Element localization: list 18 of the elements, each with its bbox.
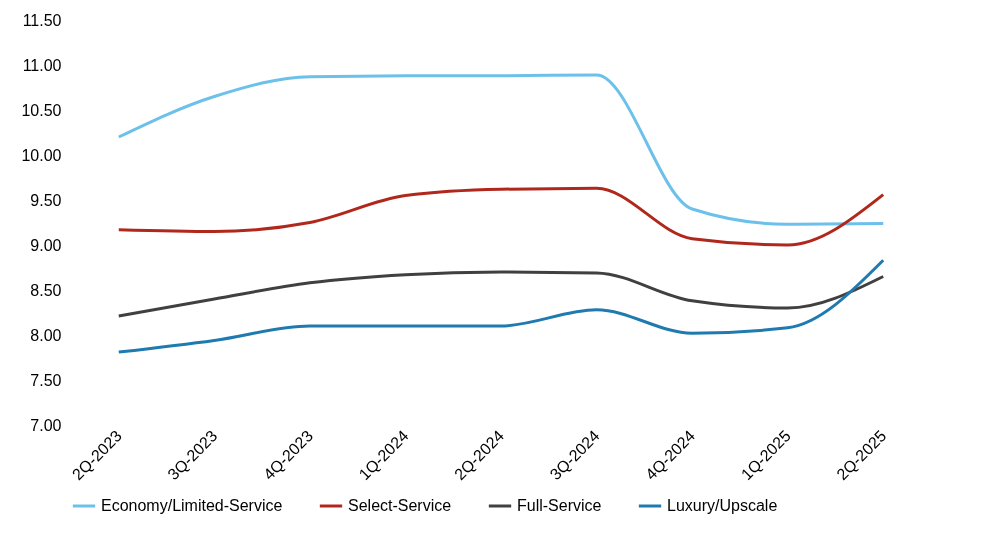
y-tick-label: 8.50 xyxy=(30,281,62,299)
line-series xyxy=(117,73,885,226)
line-series xyxy=(117,186,885,247)
legend-label: Economy/Limited-Service xyxy=(101,497,283,514)
legend-label: Full-Service xyxy=(517,497,602,514)
y-tick-label: 11.50 xyxy=(22,11,62,29)
y-tick-label: 7.00 xyxy=(30,416,62,434)
legend-label: Select-Service xyxy=(348,497,452,514)
y-tick-label: 9.50 xyxy=(30,191,62,209)
y-tick-label: 10.50 xyxy=(21,101,62,119)
y-tick-label: 8.00 xyxy=(30,326,62,344)
line-series xyxy=(117,270,885,318)
y-tick-label: 7.50 xyxy=(30,371,62,389)
y-tick-label: 11.00 xyxy=(22,56,62,74)
y-tick-label: 10.00 xyxy=(21,146,62,164)
legend-label: Luxury/Upscale xyxy=(667,497,778,514)
y-tick-label: 9.00 xyxy=(30,236,62,254)
line-series xyxy=(117,258,885,354)
